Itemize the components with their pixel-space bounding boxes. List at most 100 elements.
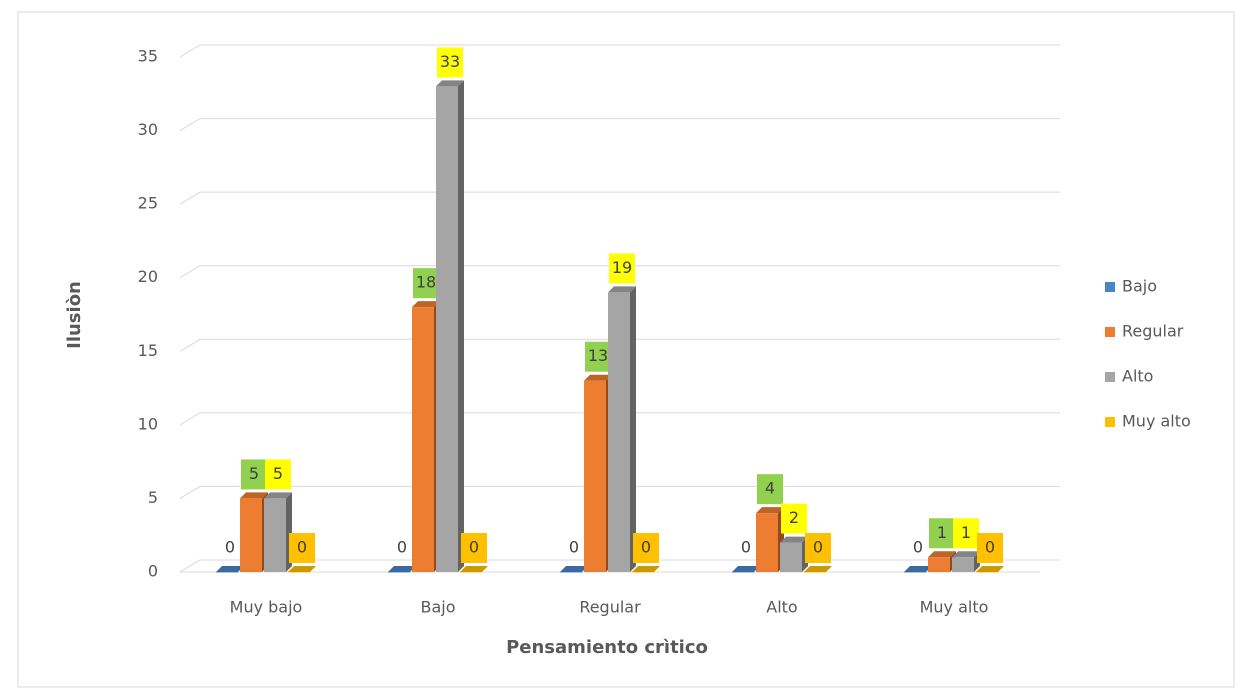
data-label: 4 bbox=[765, 479, 775, 498]
data-label-box bbox=[265, 459, 291, 490]
data-label: 33 bbox=[440, 52, 460, 71]
bar bbox=[780, 536, 808, 572]
grid-line bbox=[179, 118, 1060, 132]
bar-front bbox=[608, 292, 630, 572]
bar-top bbox=[952, 551, 980, 558]
bar-top bbox=[264, 492, 292, 499]
bar-top bbox=[216, 566, 244, 572]
bar bbox=[804, 566, 832, 573]
data-label-box bbox=[633, 533, 659, 563]
bar-front bbox=[560, 572, 582, 573]
bar bbox=[928, 551, 956, 572]
bar-front bbox=[952, 557, 974, 572]
data-label-box bbox=[805, 533, 831, 563]
bar bbox=[756, 507, 784, 572]
y-tick-label: 10 bbox=[138, 414, 158, 433]
bar bbox=[388, 566, 416, 573]
data-label: 1 bbox=[937, 523, 947, 542]
bar-front bbox=[216, 572, 238, 573]
y-tick-label: 0 bbox=[148, 562, 158, 581]
legend-marker bbox=[1105, 417, 1115, 427]
x-tick-label: Muy alto bbox=[920, 598, 989, 617]
bar-top bbox=[928, 551, 956, 558]
data-label: 0 bbox=[741, 538, 751, 557]
x-axis-title: Pensamiento crìtico bbox=[506, 637, 708, 658]
bar-front bbox=[904, 572, 926, 573]
bar bbox=[952, 551, 980, 572]
bar-top bbox=[632, 566, 660, 572]
bar-top bbox=[732, 566, 760, 572]
data-label-box bbox=[609, 253, 635, 284]
bar-top bbox=[608, 286, 636, 293]
grid-line bbox=[179, 338, 1060, 352]
bar-top bbox=[756, 507, 784, 514]
bar-top bbox=[804, 566, 832, 572]
bar-front bbox=[756, 513, 778, 572]
legend-marker bbox=[1105, 327, 1115, 337]
data-label: 0 bbox=[813, 538, 823, 557]
bar-front bbox=[240, 498, 262, 572]
bar-top bbox=[388, 566, 416, 572]
bar bbox=[608, 286, 636, 572]
bar-top bbox=[560, 566, 588, 572]
y-tick-label: 15 bbox=[138, 341, 158, 360]
bar-front bbox=[288, 572, 310, 573]
y-tick-label: 5 bbox=[148, 488, 158, 507]
bar-front bbox=[264, 498, 286, 572]
data-label: 0 bbox=[985, 538, 995, 557]
legend-label: Alto bbox=[1122, 367, 1153, 386]
bar-front bbox=[436, 86, 458, 572]
bar-front bbox=[632, 572, 654, 573]
bar-front bbox=[584, 380, 606, 572]
legend-label: Regular bbox=[1122, 322, 1184, 341]
grid-line bbox=[179, 44, 1060, 58]
bar bbox=[732, 566, 760, 573]
bar-top bbox=[436, 80, 464, 87]
bar-front bbox=[460, 572, 482, 573]
y-tick-label: 30 bbox=[138, 120, 158, 139]
x-tick-label: Regular bbox=[579, 598, 641, 617]
data-label: 0 bbox=[913, 538, 923, 557]
grid-line bbox=[179, 412, 1060, 426]
grid-line bbox=[179, 265, 1060, 279]
data-label: 2 bbox=[789, 508, 799, 527]
bar bbox=[632, 566, 660, 573]
legend-marker bbox=[1105, 372, 1115, 382]
data-label: 13 bbox=[588, 346, 608, 365]
bar-front bbox=[412, 307, 434, 572]
legend-label: Muy alto bbox=[1122, 412, 1191, 431]
data-label-box bbox=[289, 533, 315, 563]
bar bbox=[240, 492, 268, 572]
data-label-box bbox=[757, 474, 783, 505]
bar bbox=[412, 301, 440, 572]
bar bbox=[584, 374, 612, 572]
data-label-box bbox=[585, 341, 611, 372]
data-label: 0 bbox=[225, 538, 235, 557]
bar-side bbox=[630, 286, 636, 572]
x-tick-label: Muy bajo bbox=[230, 598, 303, 617]
data-label: 5 bbox=[273, 464, 283, 483]
bar bbox=[288, 566, 316, 573]
y-tick-label: 20 bbox=[138, 267, 158, 286]
bar-front bbox=[804, 572, 826, 573]
data-label-box bbox=[953, 518, 979, 549]
bar-front bbox=[976, 572, 998, 573]
legend-label: Bajo bbox=[1122, 277, 1157, 296]
bar-top bbox=[288, 566, 316, 572]
bar-side bbox=[458, 80, 464, 572]
data-label: 1 bbox=[961, 523, 971, 542]
bar-top bbox=[780, 536, 808, 543]
bar bbox=[904, 566, 932, 573]
bar bbox=[264, 492, 292, 572]
bar bbox=[460, 566, 488, 573]
data-label: 0 bbox=[397, 538, 407, 557]
grid-line bbox=[179, 191, 1060, 205]
bar bbox=[216, 566, 244, 573]
data-label-box bbox=[929, 518, 955, 549]
bar-front bbox=[928, 557, 950, 572]
data-label-box bbox=[437, 47, 463, 78]
x-tick-label: Alto bbox=[766, 598, 797, 617]
data-label: 0 bbox=[641, 538, 651, 557]
data-label-box bbox=[977, 533, 1003, 563]
